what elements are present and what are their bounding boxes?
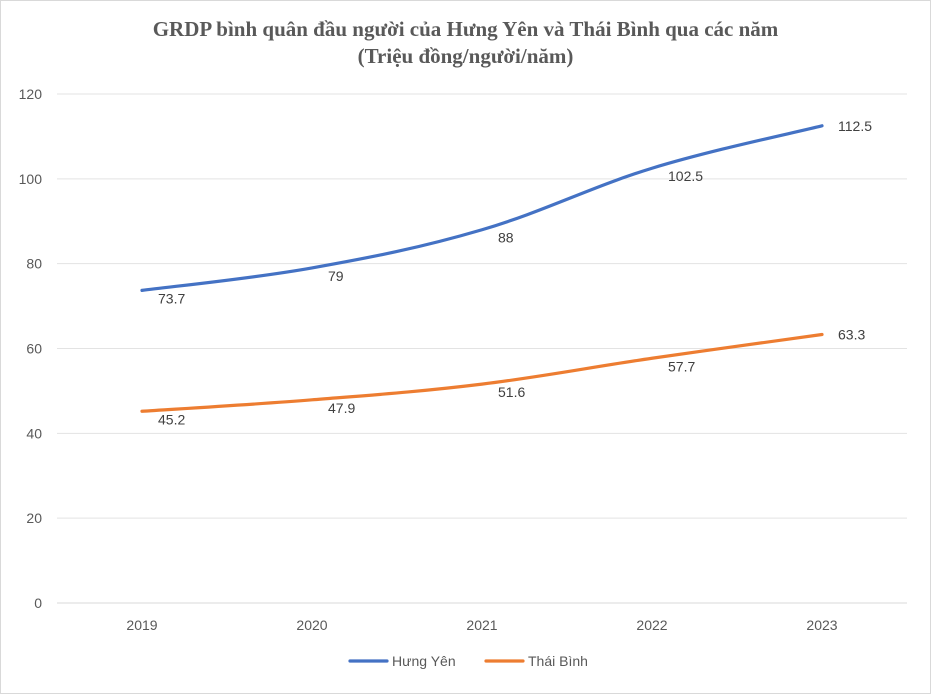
series-0-line xyxy=(140,124,824,292)
series-0-data-label-2021: 88 xyxy=(498,230,514,246)
y-tick-label-80: 80 xyxy=(26,256,42,272)
data-labels: 73.7 79 88 102.5 112.5 45.2 47.9 51.6 57.7 63.3 xyxy=(158,118,872,427)
x-tick-label-2019: 2019 xyxy=(126,617,157,633)
legend-label-1: Thái Bình xyxy=(528,653,588,669)
legend: Hưng Yên Thái Bình xyxy=(348,653,588,669)
legend-label-0: Hưng Yên xyxy=(392,653,456,669)
series-0-data-label-2020: 79 xyxy=(328,268,344,284)
x-tick-label-2023: 2023 xyxy=(806,617,837,633)
chart-title-block: GRDP bình quân đầu người của Hưng Yên và… xyxy=(0,16,931,70)
y-tick-label-0: 0 xyxy=(34,595,42,611)
chart-title: GRDP bình quân đầu người của Hưng Yên và… xyxy=(152,17,779,41)
series-1-data-label-2020: 47.9 xyxy=(328,400,355,416)
series-lines xyxy=(140,124,824,413)
series-0-data-label-2022: 102.5 xyxy=(668,168,703,184)
series-0-data-label-2019: 73.7 xyxy=(158,290,185,306)
y-tick-label-40: 40 xyxy=(26,425,42,441)
chart-subtitle: (Triệu đồng/người/năm) xyxy=(357,44,574,68)
x-tick-label-2021: 2021 xyxy=(466,617,497,633)
y-tick-label-20: 20 xyxy=(26,510,42,526)
series-1-data-label-2021: 51.6 xyxy=(498,384,525,400)
x-axis-ticks: 2019 2020 2021 2022 2023 xyxy=(126,617,837,633)
y-axis-ticks: 0 20 40 60 80 100 120 xyxy=(19,86,43,611)
gridlines xyxy=(57,93,907,604)
y-tick-label-120: 120 xyxy=(19,86,43,102)
x-tick-label-2022: 2022 xyxy=(636,617,667,633)
series-1-data-label-2019: 45.2 xyxy=(158,411,185,427)
series-0-data-label-2023: 112.5 xyxy=(838,118,872,134)
y-tick-label-60: 60 xyxy=(26,341,42,357)
series-1-data-label-2022: 57.7 xyxy=(668,358,695,374)
x-tick-label-2020: 2020 xyxy=(296,617,327,633)
y-tick-label-100: 100 xyxy=(19,171,43,187)
series-1-data-label-2023: 63.3 xyxy=(838,327,865,343)
series-1-line xyxy=(140,332,824,413)
